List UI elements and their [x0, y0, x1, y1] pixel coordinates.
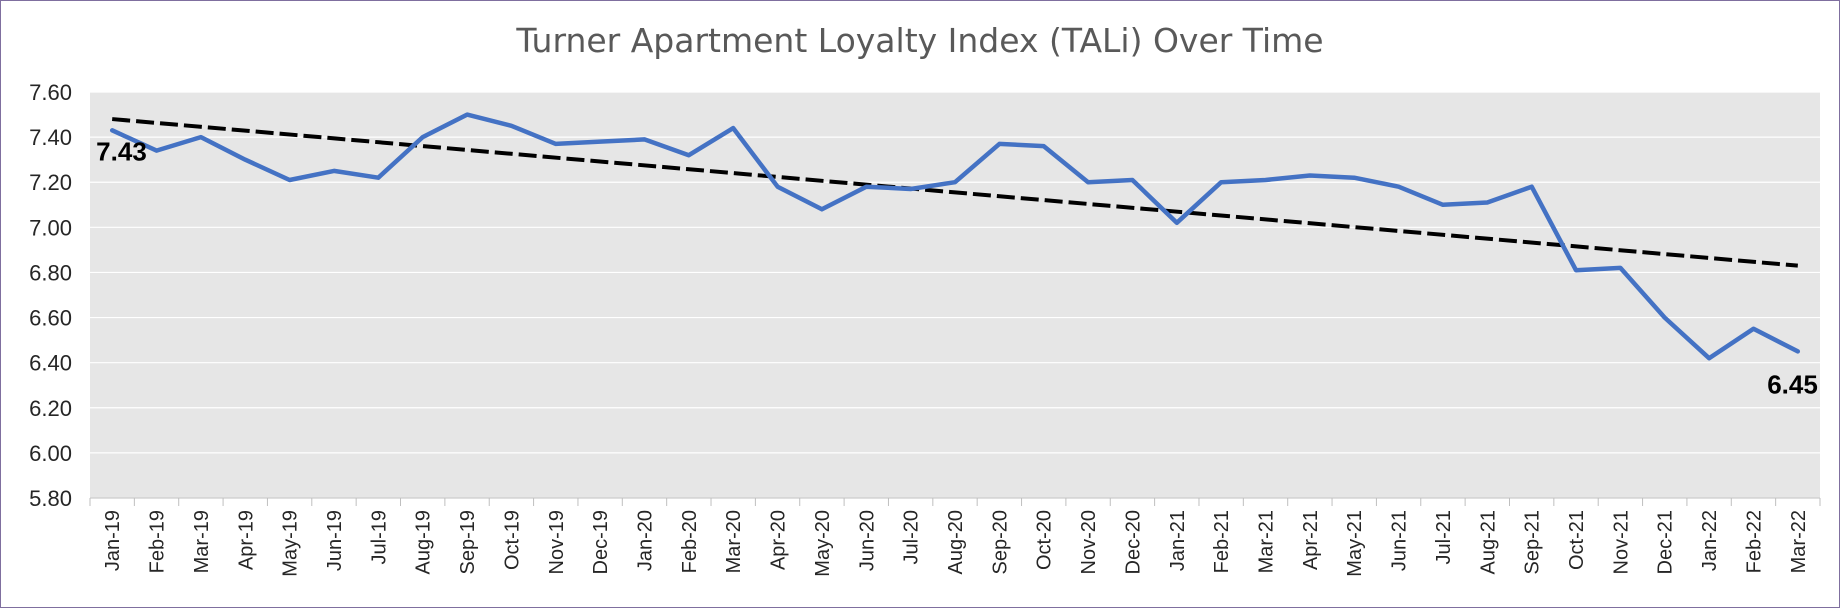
x-tick-label: Feb-19 — [147, 510, 169, 573]
x-tick-label: Nov-20 — [1078, 510, 1100, 574]
x-tick-label: Dec-21 — [1655, 510, 1677, 574]
data-labels: 7.43 6.45 — [96, 136, 1818, 399]
x-tick-label: Aug-20 — [945, 510, 967, 575]
x-tick-label: Jan-19 — [102, 510, 124, 571]
x-tick-label: Aug-21 — [1477, 510, 1499, 575]
x-tick-label: Dec-19 — [590, 510, 612, 574]
x-tick-label: Apr-21 — [1300, 510, 1322, 570]
data-label: 6.45 — [1767, 369, 1818, 399]
plot-area — [90, 92, 1820, 498]
x-tick-label: Jan-21 — [1167, 510, 1189, 571]
x-tick-label: Jul-19 — [368, 510, 390, 564]
x-tick-label: Feb-20 — [679, 510, 701, 573]
x-tick-label: Feb-22 — [1743, 510, 1765, 573]
y-tick-label: 7.60 — [29, 80, 72, 105]
x-tick-label: Jul-20 — [901, 510, 923, 564]
x-tick-label: Sep-20 — [989, 510, 1011, 575]
x-tick-label: Jul-21 — [1433, 510, 1455, 564]
y-tick-label: 6.40 — [29, 351, 72, 376]
x-tick-label: Jan-22 — [1699, 510, 1721, 571]
x-tick-label: Mar-22 — [1788, 510, 1810, 573]
data-label: 7.43 — [96, 136, 147, 166]
x-tick-label: Jan-20 — [634, 510, 656, 571]
x-tick-label: Mar-19 — [191, 510, 213, 573]
x-tick-label: Mar-20 — [723, 510, 745, 573]
y-tick-label: 7.00 — [29, 215, 72, 240]
x-tick-label: Apr-19 — [235, 510, 257, 570]
x-tick-label: Nov-21 — [1610, 510, 1632, 574]
x-tick-label: Oct-21 — [1566, 510, 1588, 570]
chart-title: Turner Apartment Loyalty Index (TALi) Ov… — [515, 21, 1323, 60]
y-tick-label: 5.80 — [29, 486, 72, 511]
x-tick-label: Sep-19 — [457, 510, 479, 575]
y-tick-label: 6.80 — [29, 260, 72, 285]
y-tick-label: 6.60 — [29, 306, 72, 331]
y-tick-label: 6.20 — [29, 396, 72, 421]
x-tick-label: May-20 — [812, 510, 834, 577]
x-tick-label: Mar-21 — [1256, 510, 1278, 573]
series-line — [109, 112, 1801, 361]
trendline-series — [112, 117, 1798, 268]
trendline — [112, 117, 1798, 268]
x-tick-label: Sep-21 — [1522, 510, 1544, 575]
x-tick-label: Aug-19 — [413, 510, 435, 575]
x-tick-label: Nov-19 — [546, 510, 568, 574]
y-tick-label: 6.00 — [29, 441, 72, 466]
x-tick-label: Apr-20 — [768, 510, 790, 570]
x-axis: Jan-19 Feb-19 Mar-19 Apr-19 May-19 Jun-19 Jul-… — [89, 497, 1821, 577]
x-tick-label: May-21 — [1344, 510, 1366, 577]
y-axis: 5.80 6.00 6.20 6.40 6.60 6.80 7.00 7.20 7.40 7.60 — [29, 80, 72, 511]
x-tick-label: Jun-20 — [856, 510, 878, 571]
x-tick-label: Oct-20 — [1034, 510, 1056, 570]
y-tick-label: 7.40 — [29, 125, 72, 150]
x-tick-label: Dec-20 — [1122, 510, 1144, 574]
x-tick-label: Jun-21 — [1389, 510, 1411, 571]
tali-series — [109, 112, 1801, 361]
x-tick-label: May-19 — [280, 510, 302, 577]
x-tick-label: Oct-19 — [501, 510, 523, 570]
x-tick-label: Feb-21 — [1211, 510, 1233, 573]
y-tick-label: 7.20 — [29, 170, 72, 195]
x-tick-label: Jun-19 — [324, 510, 346, 571]
